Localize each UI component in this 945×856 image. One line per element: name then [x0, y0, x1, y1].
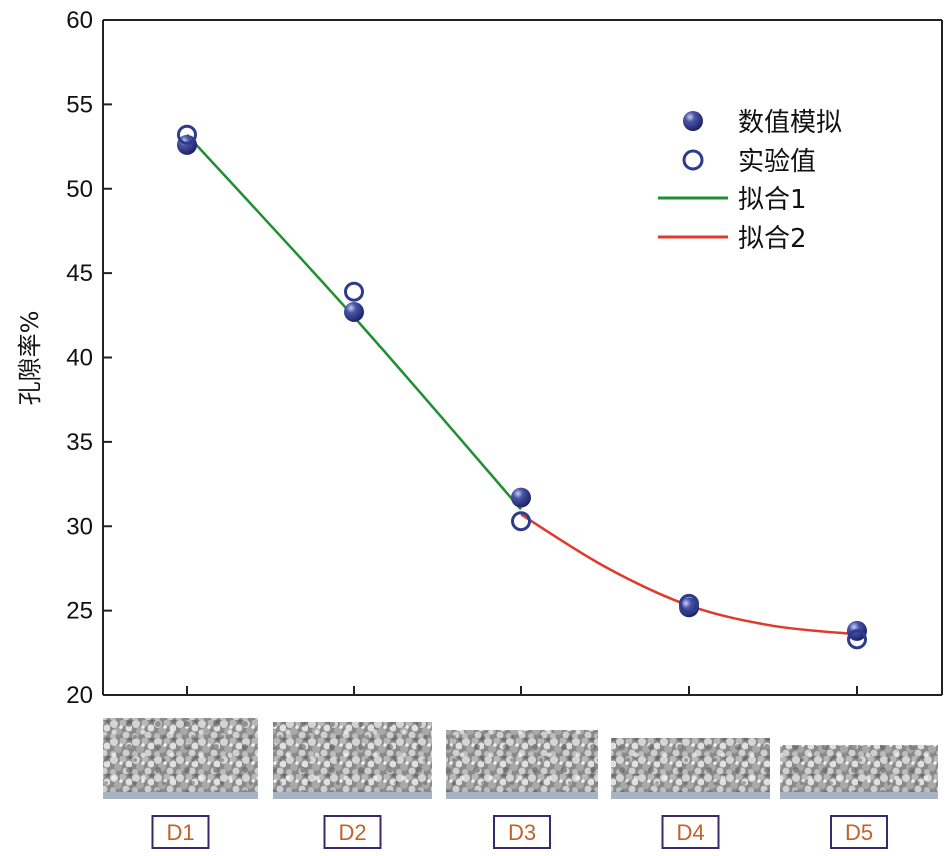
sample-panel-D5: D5	[780, 745, 938, 849]
substrate-base	[446, 792, 598, 799]
sample-panel-D3: D3	[446, 730, 598, 849]
sample-label: D2	[338, 820, 366, 845]
particle-packing-shading	[446, 730, 598, 792]
legend-marker-experiment	[682, 149, 704, 171]
sample-label-box	[661, 815, 720, 849]
y-tick-label: 25	[66, 598, 93, 625]
sample-label-box	[151, 815, 210, 849]
sample-label-box	[323, 815, 382, 849]
experiment-point	[511, 511, 531, 532]
legend-label-experiment: 实验值	[738, 147, 816, 177]
experiment-point	[847, 629, 867, 650]
sample-label: D4	[676, 820, 704, 845]
particle-packing-shading	[611, 738, 770, 792]
y-axis-label: 孔隙率%	[16, 311, 44, 406]
sample-label: D5	[845, 820, 873, 845]
data-points	[177, 124, 867, 650]
legend-item-experiment: 实验值	[682, 147, 816, 177]
legend-label-simulation: 数值模拟	[738, 108, 842, 138]
substrate-base	[611, 792, 770, 799]
particle-packing-shading	[273, 722, 432, 792]
simulation-point	[344, 301, 364, 322]
y-tick-label: 20	[66, 682, 93, 709]
y-tick-label: 55	[66, 91, 93, 118]
experiment-point	[177, 124, 197, 145]
y-tick-label: 50	[66, 176, 93, 203]
sample-label-box	[830, 815, 888, 849]
legend: 数值模拟 实验值 拟合1 拟合2	[658, 108, 842, 254]
y-axis-ticks: 20 25 30 35 40 45 50 55 60	[66, 7, 112, 709]
y-tick-label: 45	[66, 260, 93, 287]
sample-panel-D2: D2	[273, 722, 432, 849]
particle-packing-shading	[103, 718, 258, 792]
legend-label-fit2: 拟合2	[738, 224, 807, 254]
y-tick-label: 30	[66, 513, 93, 540]
sample-label: D3	[508, 820, 536, 845]
sample-label-box	[493, 815, 551, 849]
legend-marker-simulation	[683, 111, 703, 131]
x-axis-ticks	[186, 686, 858, 695]
y-tick-label: 40	[66, 345, 93, 372]
sample-panel-D4: D4	[611, 738, 770, 849]
legend-label-fit1: 拟合1	[738, 185, 807, 215]
sample-label: D1	[166, 820, 194, 845]
fit-line-1	[186, 133, 522, 511]
legend-item-fit2: 拟合2	[658, 224, 807, 254]
experiment-point	[344, 281, 364, 302]
legend-item-simulation: 数值模拟	[683, 108, 842, 138]
substrate-base	[273, 792, 432, 799]
substrate-base	[103, 792, 258, 799]
simulation-point	[511, 487, 531, 508]
legend-item-fit1: 拟合1	[658, 185, 807, 215]
particle-packing-shading	[780, 745, 938, 792]
experiment-point	[679, 593, 699, 614]
sample-panel-D1: D1	[103, 718, 258, 849]
substrate-base	[780, 792, 938, 799]
y-tick-label: 60	[66, 7, 93, 34]
sample-images: D1 D2 D3 D4 D5	[103, 718, 938, 849]
y-tick-label: 35	[66, 429, 93, 456]
